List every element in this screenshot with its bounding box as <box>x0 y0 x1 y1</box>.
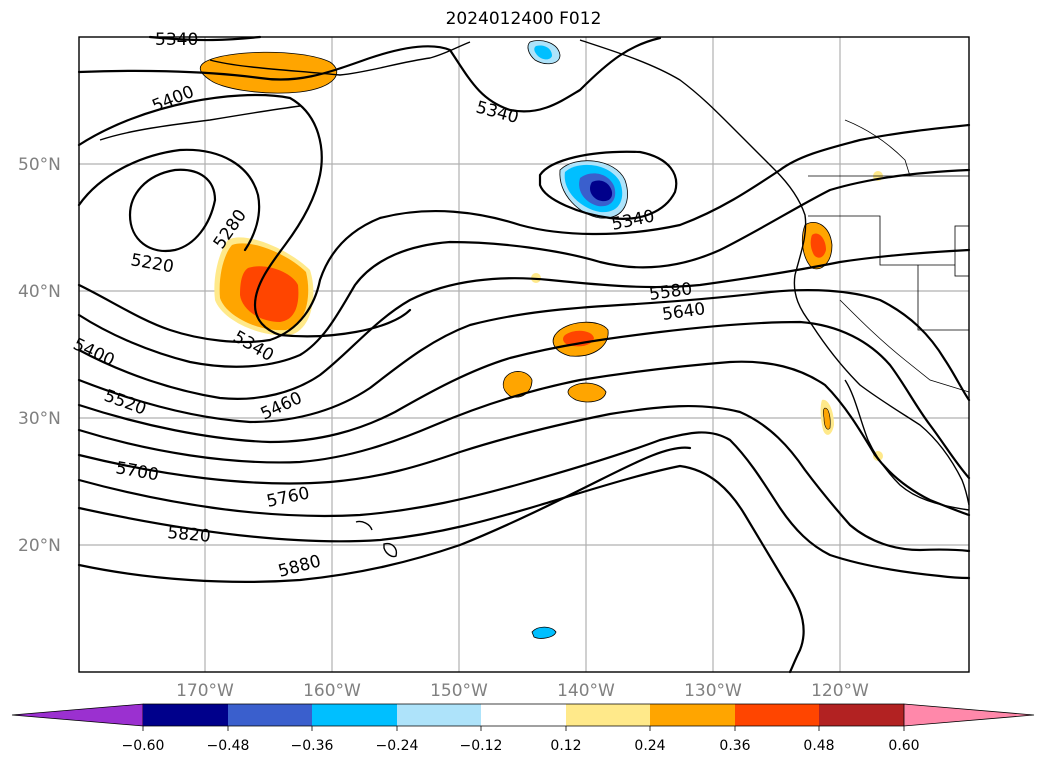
contour-5520 <box>77 248 971 400</box>
colorbar-tick-label: 0.60 <box>888 738 919 754</box>
negative-anomaly-core <box>590 180 613 202</box>
contour-5820 <box>77 431 971 580</box>
longitude-axis: 170°W 160°W 150°W 140°W 130°W 120°W <box>176 681 869 701</box>
lon-label-120w: 120°W <box>811 681 869 701</box>
lat-label-40n: 40°N <box>18 282 61 302</box>
negative-anomaly-south <box>531 626 557 639</box>
coast-alaska-south <box>209 41 471 76</box>
positive-anomaly-alaska <box>199 51 338 94</box>
latitude-axis: 50°N 40°N 30°N 20°N <box>18 155 61 556</box>
height-contours <box>77 35 971 674</box>
contour-5340-top <box>148 35 262 42</box>
colorbar-segment-9 <box>819 704 904 726</box>
border-states-2 <box>917 265 969 331</box>
contour-label-5820: 5820 <box>167 523 212 547</box>
contour-5760 <box>77 404 971 553</box>
map-frame <box>78 36 970 673</box>
colorbar-tick-label: 0.36 <box>719 738 750 754</box>
colorbar-tick-label: −0.12 <box>460 738 503 754</box>
colorbar-tick-label: −0.60 <box>122 738 165 754</box>
colorbar: −0.60 −0.48 −0.36 −0.24 −0.12 0.12 0.24 … <box>11 703 1035 754</box>
positive-anomaly-baja-core <box>823 407 831 430</box>
lat-label-20n: 20°N <box>18 536 61 556</box>
contour-5400 <box>77 123 971 344</box>
contour-5280 <box>77 148 261 252</box>
lon-label-150w: 150°W <box>430 681 488 701</box>
lon-label-170w: 170°W <box>176 681 234 701</box>
colorbar-tick-label: 0.48 <box>803 738 834 754</box>
colorbar-segment-2 <box>228 704 312 726</box>
coast-hawaii-1 <box>355 520 373 531</box>
contour-label-5340-top: 5340 <box>155 30 198 50</box>
contour-5700 <box>77 360 971 517</box>
colorbar-segment-7 <box>650 704 735 726</box>
colorbar-segment-4 <box>397 704 481 726</box>
lat-label-50n: 50°N <box>18 155 61 175</box>
contour-5340-low <box>538 150 678 220</box>
colorbar-segment-3 <box>312 704 397 726</box>
colorbar-segment-1 <box>143 704 228 726</box>
border-canada-inner <box>844 119 911 177</box>
colorbar-segment-8 <box>735 704 819 726</box>
colorbar-extend-min <box>11 703 144 727</box>
contour-5580 <box>77 289 971 424</box>
colorbar-tick-label: −0.24 <box>376 738 419 754</box>
colorbar-ticks <box>142 726 905 731</box>
positive-anomaly-138w <box>567 382 607 403</box>
colorbar-tick-label: −0.48 <box>207 738 250 754</box>
contour-5880 <box>77 464 805 674</box>
border-states-1 <box>808 215 955 266</box>
contour-5940 <box>77 446 692 583</box>
coast-west-north-america <box>579 39 970 506</box>
coast-aleutians <box>99 105 301 141</box>
map-title: 2024012400 F012 <box>445 9 602 29</box>
positive-anomaly-oregon-core <box>810 233 826 258</box>
colorbar-segment-6 <box>566 704 650 726</box>
contour-5220-low <box>128 168 217 253</box>
colorbar-tick-label: 0.12 <box>550 738 581 754</box>
lat-label-30n: 30°N <box>18 409 61 429</box>
contour-5640 <box>77 320 971 480</box>
lon-label-130w: 130°W <box>684 681 742 701</box>
colorbar-segment-5 <box>481 704 566 726</box>
colorbar-extend-max <box>903 703 1035 727</box>
lon-label-160w: 160°W <box>303 681 361 701</box>
colorbar-tick-label: −0.36 <box>291 738 334 754</box>
lon-label-140w: 140°W <box>557 681 615 701</box>
colorbar-tick-label: 0.24 <box>634 738 665 754</box>
contour-5340-alaska <box>77 36 662 113</box>
border-states-3 <box>839 299 970 393</box>
negative-anomaly-north-core <box>534 45 552 60</box>
coast-hawaii-2 <box>383 542 398 558</box>
contour-5460 <box>77 168 971 368</box>
